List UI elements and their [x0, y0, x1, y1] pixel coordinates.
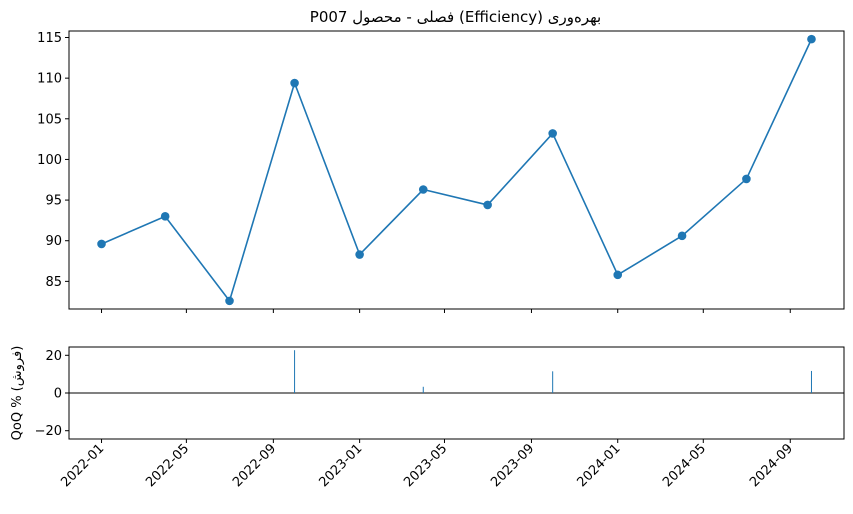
x-tick-label: 2022-09: [230, 441, 279, 490]
data-point: [807, 34, 816, 44]
y-tick-label: 115: [37, 31, 62, 46]
data-point: [742, 174, 751, 184]
y-tick-label: 85: [45, 275, 62, 290]
data-point: [483, 200, 492, 210]
x-tick-label: 2023-01: [316, 441, 365, 490]
x-axis: [101, 309, 791, 313]
series-efficiency: [97, 34, 816, 306]
data-point: [225, 296, 234, 306]
x-axis: 2022-01 2022-05 2022-09 2023-01 2023-05 2023-…: [58, 439, 796, 490]
x-tick-label: 2024-05: [660, 441, 709, 490]
data-point: [160, 212, 170, 221]
x-tick-label: 2022-05: [143, 441, 192, 490]
x-tick-label: 2024-01: [575, 441, 624, 490]
qoq-bar: [422, 386, 424, 393]
y-axis: 85 90 95 100 105 110 115: [37, 31, 69, 290]
data-point: [97, 239, 106, 249]
y-tick-label: 110: [37, 72, 62, 87]
data-point: [355, 250, 364, 259]
x-tick-label: 2022-01: [58, 441, 107, 490]
y-tick-label: 0: [54, 387, 62, 402]
qoq-bar: [552, 371, 554, 393]
efficiency-chart: بهره‌وری (Efficiency) فصلی - محصول P007 …: [37, 8, 845, 313]
series-qoq: [69, 350, 844, 394]
series-line: [101, 38, 813, 303]
data-point: [677, 231, 687, 241]
x-tick-label: 2023-09: [488, 441, 537, 490]
y-tick-label: 100: [37, 153, 62, 168]
y-axis: −20 0 20: [35, 349, 69, 439]
y-axis-label: QoQ % (فروش): [10, 346, 25, 441]
qoq-bar: [294, 350, 296, 393]
qoq-bar: [810, 370, 812, 393]
x-tick-label: 2023-05: [401, 441, 450, 490]
data-point: [418, 185, 428, 194]
chart-title: بهره‌وری (Efficiency) فصلی - محصول P007: [310, 8, 601, 26]
data-point: [548, 129, 557, 138]
data-point: [290, 78, 299, 88]
y-tick-label: 20: [45, 349, 62, 364]
y-tick-label: 95: [45, 194, 62, 209]
plot-area: [68, 30, 845, 310]
y-tick-label: −20: [35, 424, 62, 439]
data-point: [613, 270, 623, 280]
y-tick-label: 90: [45, 234, 62, 249]
y-tick-label: 105: [37, 112, 62, 127]
x-tick-label: 2024-09: [747, 441, 796, 490]
